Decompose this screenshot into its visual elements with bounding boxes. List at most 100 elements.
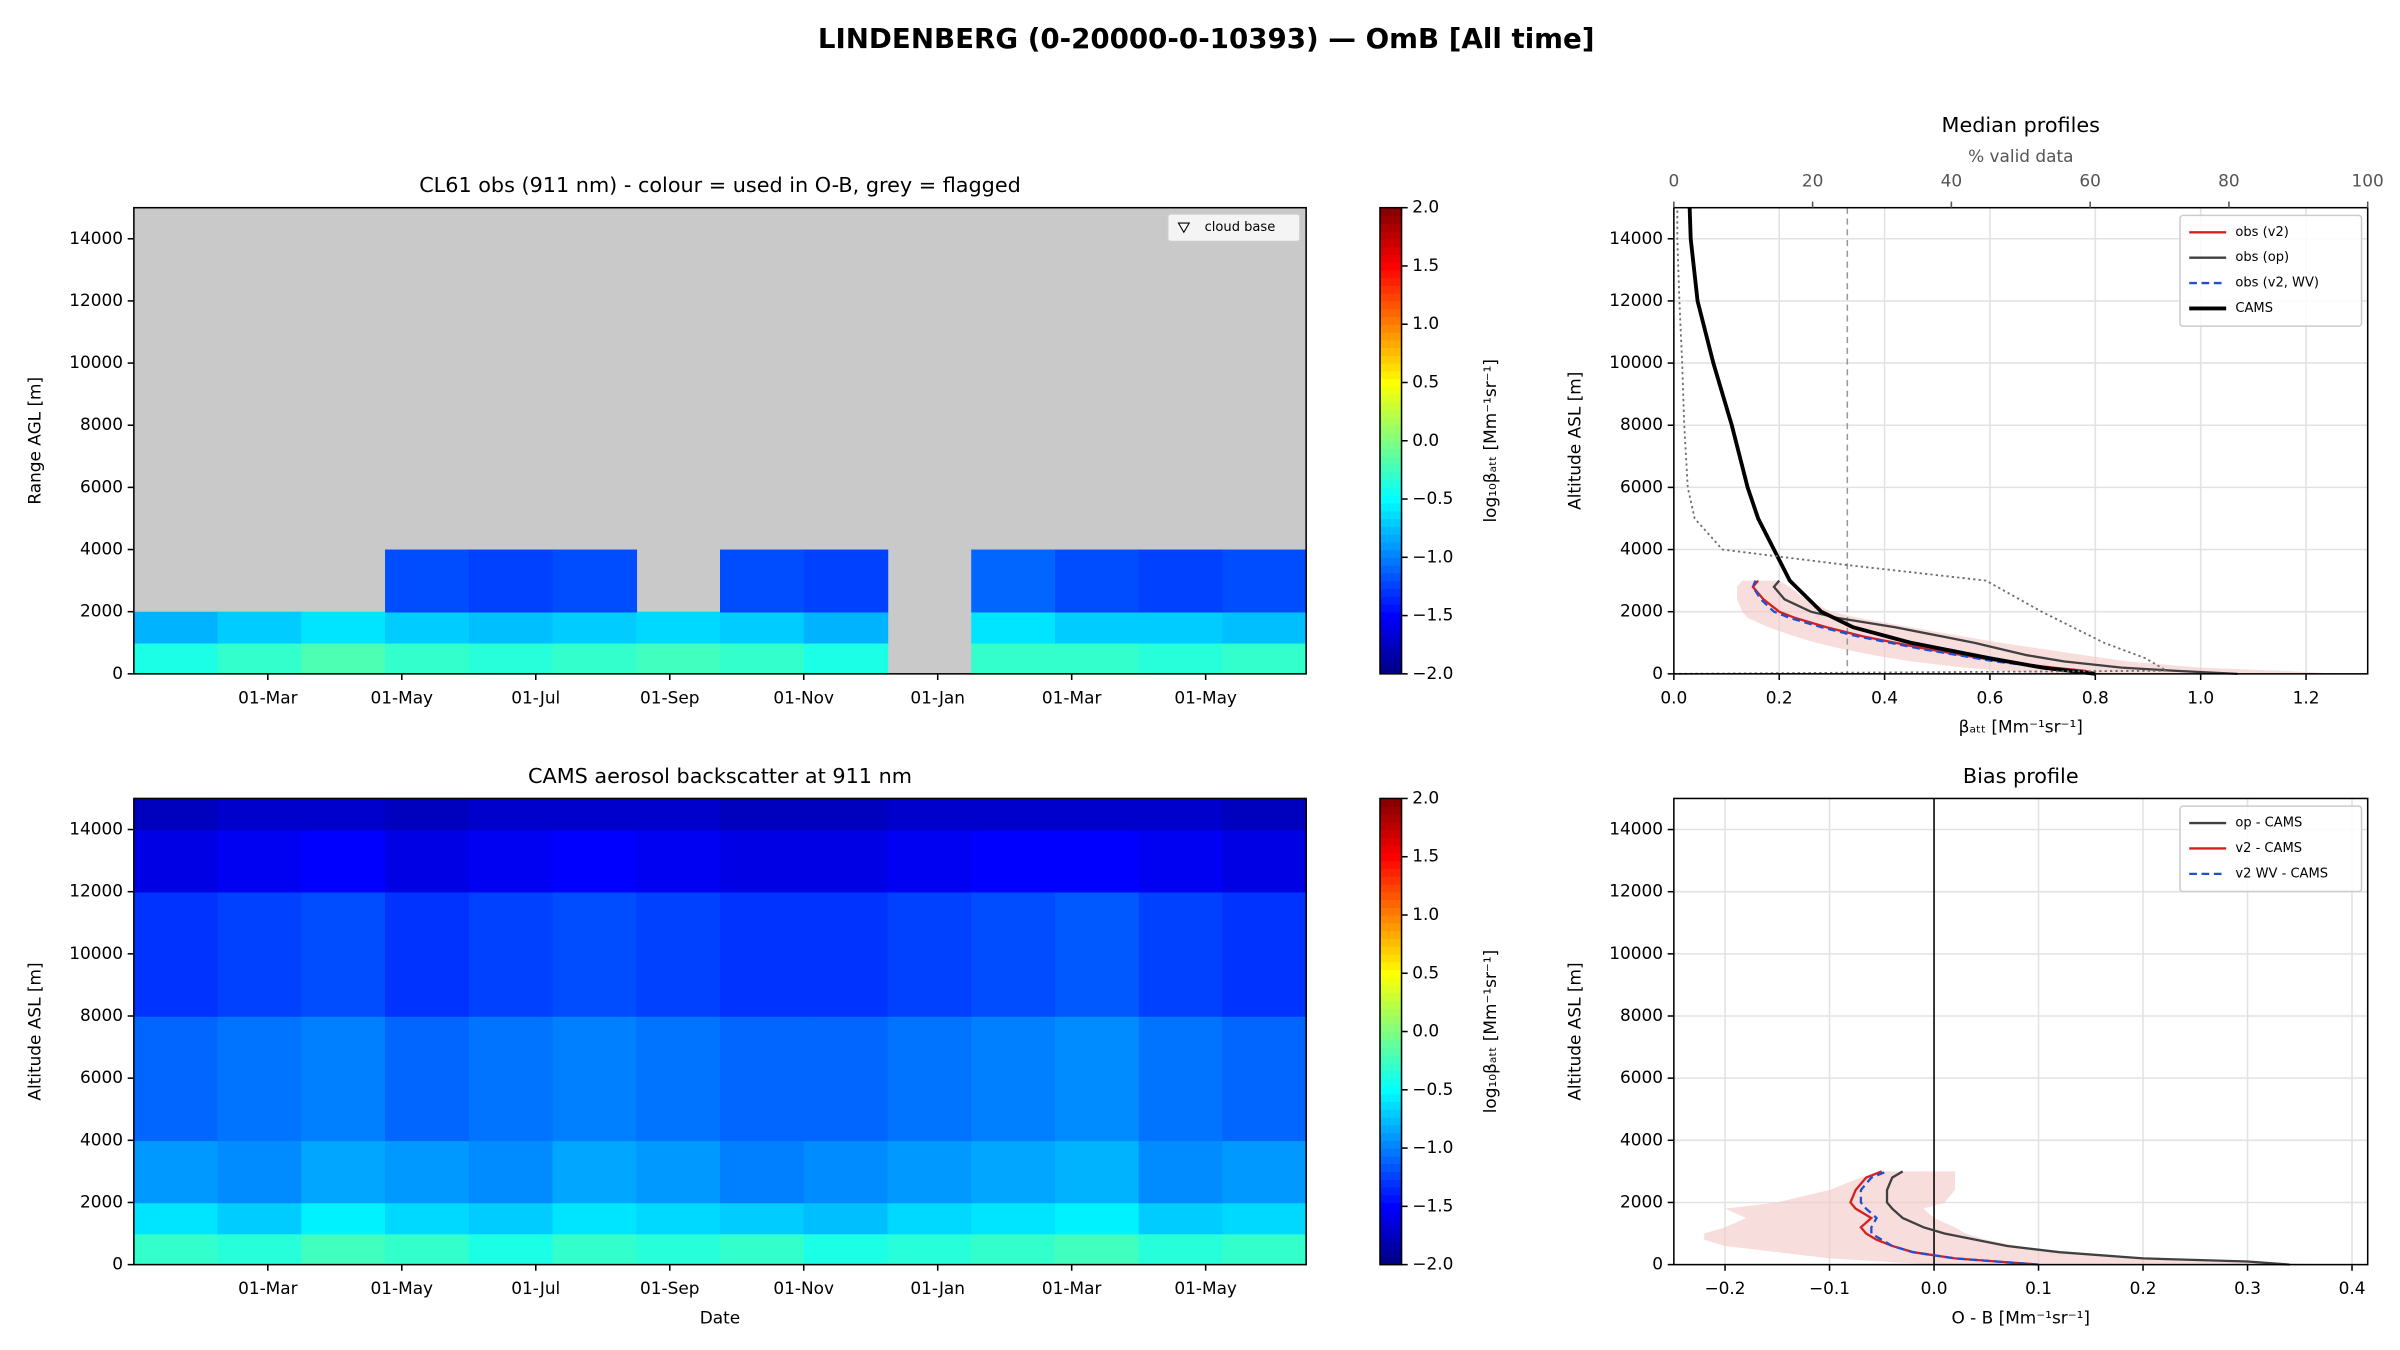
colorbar-swatch [1380, 1093, 1402, 1103]
heat-cell [720, 829, 805, 893]
colorbar-label: log₁₀βₐₜₜ [Mm⁻¹sr⁻¹] [1480, 950, 1500, 1113]
heat-cell [1138, 1233, 1224, 1266]
plot-frame [133, 797, 1307, 1266]
y-axis-label: Altitude ASL [m] [1564, 962, 1584, 1100]
heat-cell [1138, 1202, 1224, 1235]
y-tick-label: 14000 [69, 819, 123, 839]
colorbar-swatch [1380, 1109, 1402, 1118]
colorbar-swatch [1380, 658, 1402, 667]
heat-cell [133, 1233, 219, 1266]
y-tick-label: 4000 [1620, 1129, 1663, 1149]
heat-cell [301, 611, 386, 644]
x-tick-label: 01-Mar [1042, 1278, 1102, 1298]
colorbar-tick-label: 1.5 [1412, 255, 1439, 275]
colorbar-swatch [1380, 378, 1402, 387]
heat-cell [971, 1202, 1056, 1235]
colorbar-swatch [1380, 922, 1402, 932]
spread-band [1704, 1171, 2332, 1265]
panel-title: Bias profile [1963, 764, 2079, 788]
heat-cell [301, 1140, 386, 1204]
x-tick-label: 01-Jan [910, 687, 965, 707]
heat-cell [301, 829, 386, 893]
colorbar-swatch [1380, 961, 1402, 970]
heat-cell [1138, 891, 1224, 1017]
heat-cell [385, 1233, 470, 1266]
heat-cell [1054, 1016, 1140, 1142]
heat-cell [468, 611, 554, 644]
colorbar-tick-label: −1.5 [1412, 1195, 1453, 1215]
heat-cell [133, 829, 219, 893]
heat-cell [385, 891, 470, 1017]
y-tick-label: 4000 [80, 1129, 123, 1149]
heat-cell [217, 829, 303, 893]
heat-cell [1054, 549, 1140, 613]
heat-cell [468, 1016, 554, 1142]
x-tick-label: 01-May [371, 687, 434, 707]
colorbar-swatch [1380, 1132, 1402, 1141]
heat-cell [217, 642, 303, 675]
heat-cell [803, 1140, 889, 1204]
heat-cell [971, 611, 1056, 644]
colorbar-swatch [1380, 883, 1402, 893]
legend-box [2179, 805, 2363, 893]
x-tick-label: 0.2 [2130, 1278, 2157, 1298]
x-tick-label: 0.0 [1660, 687, 1687, 707]
heat-cell [803, 798, 889, 831]
heat-cell [468, 1233, 554, 1266]
heat-cell [636, 1016, 721, 1142]
heat-cell [301, 891, 386, 1017]
y-tick-label: 2000 [80, 601, 123, 621]
colorbar-swatch [1380, 1140, 1402, 1149]
legend-label: CAMS [2235, 301, 2273, 316]
heat-cell [468, 891, 554, 1017]
colorbar-swatch [1380, 1124, 1402, 1134]
x-axis-label: Date [700, 1307, 740, 1327]
colorbar-swatch [1380, 868, 1402, 877]
heat-cell [217, 1202, 303, 1235]
y-tick-label: 2000 [1620, 1191, 1663, 1211]
plot-frame [1673, 797, 2369, 1266]
heat-cell [803, 611, 889, 644]
y-tick-label: 14000 [1609, 819, 1663, 839]
colorbar-swatch [1380, 262, 1402, 271]
colorbar-swatch [1380, 1039, 1402, 1048]
colorbar-swatch [1380, 549, 1402, 558]
x-tick-label: 0.2 [1766, 687, 1793, 707]
x-tick-label: 01-Nov [773, 687, 834, 707]
heat-cell [1138, 642, 1224, 675]
colorbar-swatch [1380, 1233, 1402, 1242]
colorbar-swatch [1380, 1249, 1402, 1258]
heat-cell [552, 1016, 638, 1142]
x-tick-label: 0.3 [2234, 1278, 2261, 1298]
heat-cell [1222, 642, 1307, 675]
colorbar-swatch [1380, 1210, 1402, 1219]
heat-cell [1222, 1140, 1307, 1204]
colorbar-swatch [1380, 456, 1402, 465]
heat-cell [301, 1202, 386, 1235]
y-axis-label: Altitude ASL [m] [24, 962, 44, 1100]
colorbar-swatch [1380, 596, 1402, 605]
heat-cell [552, 1140, 638, 1204]
heat-cell [803, 549, 889, 613]
colorbar-swatch [1380, 1070, 1402, 1079]
x-tick-label: −0.2 [1705, 1278, 1746, 1298]
heat-cell [552, 1202, 638, 1235]
colorbar-swatch [1380, 603, 1402, 613]
figure-title: LINDENBERG (0-20000-0-10393) — OmB [All … [818, 22, 1595, 55]
legend-label: obs (v2) [2235, 225, 2288, 240]
heat-cell [468, 1140, 554, 1204]
heat-cell [720, 891, 805, 1017]
heat-cell [385, 611, 470, 644]
heat-cell [971, 1140, 1056, 1204]
x-tick-label: 01-Nov [773, 1278, 834, 1298]
colorbar-swatch [1380, 324, 1402, 333]
colorbar-swatch [1380, 1155, 1402, 1165]
colorbar-tick-label: 1.0 [1412, 904, 1439, 924]
y-tick-label: 14000 [1609, 228, 1663, 248]
legend-label: v2 WV - CAMS [2235, 866, 2328, 881]
heat-cell [1054, 1140, 1140, 1204]
heat-cell [468, 1202, 554, 1235]
heat-cell [301, 798, 386, 831]
heat-cell [217, 798, 303, 831]
heat-cell [1138, 1016, 1224, 1142]
